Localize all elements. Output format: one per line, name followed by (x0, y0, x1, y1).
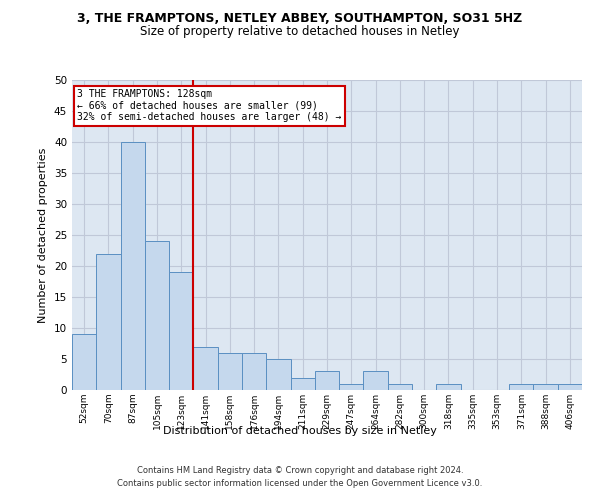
Bar (145, 241, 169, 390)
Bar (121, 142, 145, 390)
Bar (339, 384, 364, 390)
Bar (558, 384, 582, 390)
Text: 3 THE FRAMPTONS: 128sqm
← 66% of detached houses are smaller (99)
32% of semi-de: 3 THE FRAMPTONS: 128sqm ← 66% of detache… (77, 90, 341, 122)
Bar (218, 353, 242, 390)
Bar (72, 334, 96, 390)
Bar (388, 384, 412, 390)
Text: Contains HM Land Registry data © Crown copyright and database right 2024.: Contains HM Land Registry data © Crown c… (137, 466, 463, 475)
Bar (533, 384, 558, 390)
Bar (96, 254, 121, 390)
Y-axis label: Number of detached properties: Number of detached properties (38, 148, 49, 322)
Bar (242, 353, 266, 390)
Text: Size of property relative to detached houses in Netley: Size of property relative to detached ho… (140, 25, 460, 38)
Bar (436, 384, 461, 390)
Bar (509, 384, 533, 390)
Bar (290, 378, 315, 390)
Bar (169, 272, 193, 390)
Bar (266, 359, 290, 390)
Text: Distribution of detached houses by size in Netley: Distribution of detached houses by size … (163, 426, 437, 436)
Bar (315, 372, 339, 390)
Text: Contains public sector information licensed under the Open Government Licence v3: Contains public sector information licen… (118, 479, 482, 488)
Bar (193, 346, 218, 390)
Bar (364, 372, 388, 390)
Text: 3, THE FRAMPTONS, NETLEY ABBEY, SOUTHAMPTON, SO31 5HZ: 3, THE FRAMPTONS, NETLEY ABBEY, SOUTHAMP… (77, 12, 523, 26)
